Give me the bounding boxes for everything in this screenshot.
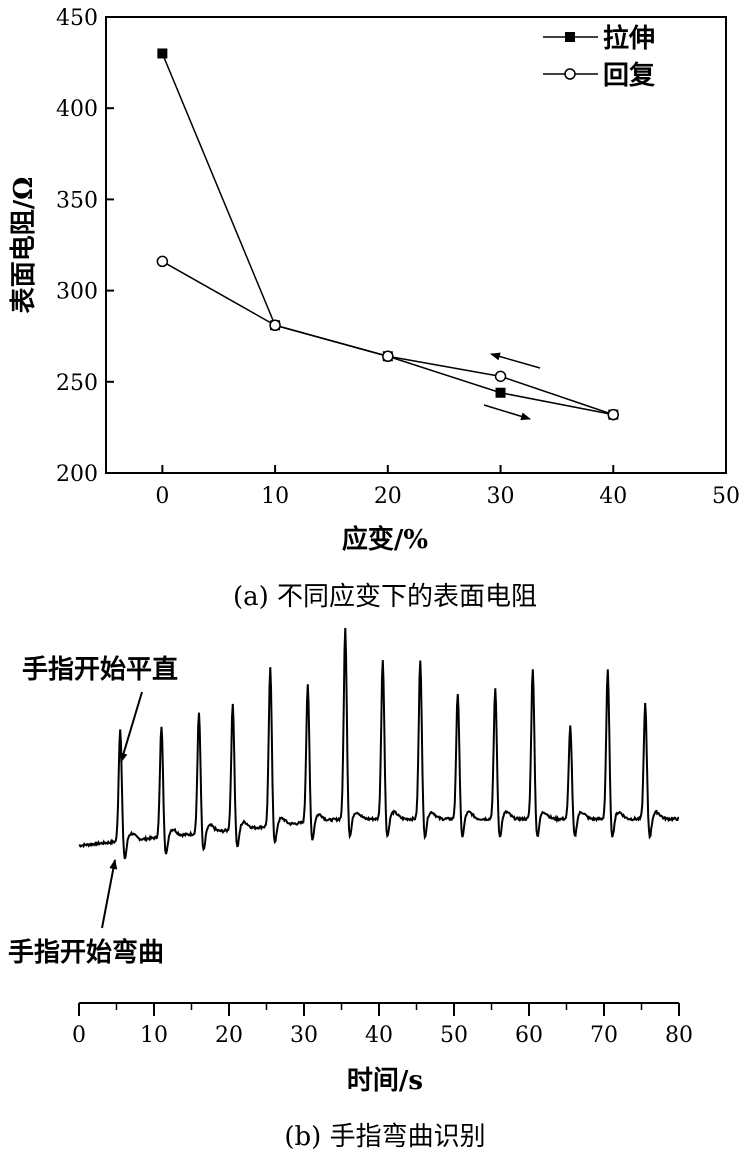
signal-line-b	[78, 627, 680, 860]
x-tick-label: 50	[712, 484, 740, 509]
y-axis-title-a: 表面电阻/Ω	[9, 177, 39, 314]
x-tick-label-b: 20	[215, 1023, 243, 1048]
x-tick-label-b: 80	[665, 1023, 693, 1048]
data-point-circle	[269, 319, 281, 332]
legend-marker-circle	[564, 68, 576, 80]
annotation-finger-straight: 手指开始平直	[22, 655, 178, 685]
annotations-b: 手指开始平直 手指开始弯曲	[8, 655, 178, 968]
series-stretch	[157, 48, 619, 420]
data-point-square	[495, 387, 506, 398]
x-axis-ticks-a: 0 10 20 30 40 50	[155, 465, 740, 509]
data-point-square	[157, 48, 168, 59]
x-axis-title-b: 时间/s	[347, 1066, 423, 1096]
x-tick-label: 20	[374, 484, 402, 509]
series-recover	[156, 255, 620, 421]
y-axis-ticks-a: 200 250 300 350 400 450	[56, 6, 114, 487]
chart-b: 0 10 20 30 40 50 60 70 80 手指开始平直 手指开始弯曲 时间/s (b)…	[8, 627, 693, 1152]
y-tick-label: 350	[56, 188, 98, 213]
data-point-circle	[607, 408, 620, 421]
legend-marker-square	[565, 32, 575, 42]
x-tick-label-b: 0	[72, 1023, 86, 1048]
x-tick-label: 10	[261, 484, 289, 509]
annotation-arrow-straight	[119, 691, 143, 763]
arrow-stretch-direction	[483, 404, 531, 421]
x-tick-label-b: 70	[590, 1023, 618, 1048]
annotation-arrow-bend	[101, 859, 118, 929]
y-tick-label: 300	[56, 280, 98, 305]
y-tick-label: 200	[56, 462, 98, 487]
direction-arrows-a	[483, 352, 541, 421]
legend-label: 拉伸	[603, 23, 655, 54]
data-point-circle	[382, 350, 394, 363]
caption-a: (a) 不同应变下的表面电阻	[233, 582, 537, 612]
x-tick-label-b: 60	[515, 1023, 543, 1048]
annotation-finger-bend: 手指开始弯曲	[8, 937, 164, 968]
arrow-recover-direction	[490, 352, 541, 369]
caption-b: (b) 手指弯曲识别	[284, 1122, 485, 1152]
x-tick-label-b: 50	[440, 1023, 468, 1048]
x-tick-label: 40	[599, 484, 627, 509]
series-group-a	[156, 48, 620, 421]
series-line	[161, 260, 614, 416]
data-point-circle	[494, 370, 507, 383]
x-tick-label: 0	[155, 484, 169, 509]
x-axis-ticks-b: 0 10 20 30 40 50 60 70 80	[72, 1003, 693, 1048]
y-tick-label: 400	[56, 97, 98, 122]
x-tick-label-b: 40	[365, 1023, 393, 1048]
x-tick-label-b: 10	[140, 1023, 168, 1048]
data-point-circle	[156, 255, 169, 268]
legend-label: 回复	[603, 61, 656, 91]
y-tick-label: 450	[56, 6, 98, 31]
plot-frame-a	[105, 16, 727, 474]
x-axis-title-a: 应变/%	[342, 524, 428, 555]
y-tick-label: 250	[56, 371, 98, 396]
x-tick-label: 30	[487, 484, 515, 509]
x-tick-label-b: 30	[290, 1023, 318, 1048]
